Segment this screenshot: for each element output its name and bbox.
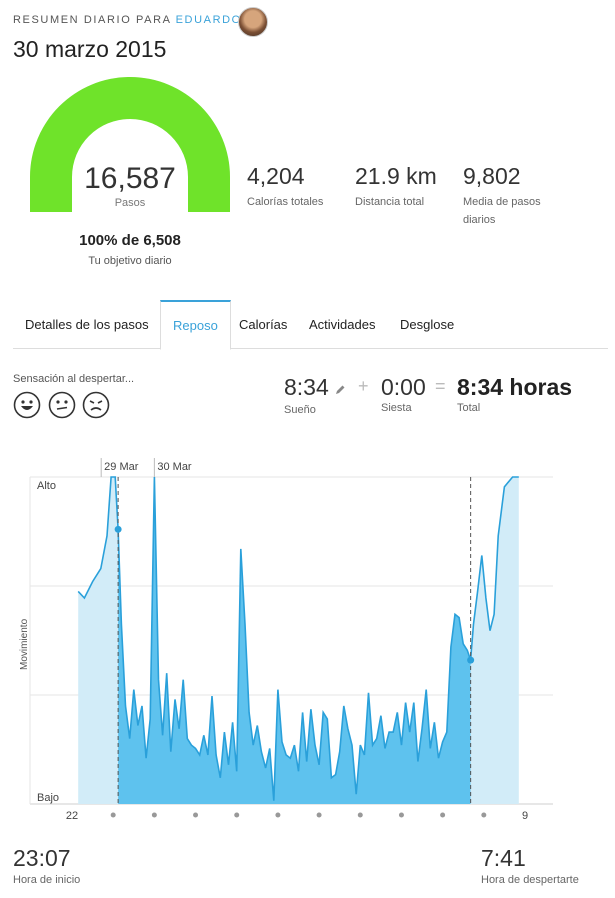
awake-area-after (470, 477, 519, 804)
x-tick-label: 9 (522, 810, 528, 822)
x-tick-dot (275, 812, 281, 818)
steps-gauge (30, 77, 230, 212)
wake-time-value: 7:41 (481, 845, 526, 871)
tab-calories[interactable]: Calorías (239, 317, 288, 332)
x-tick-dot (151, 812, 157, 818)
total-value: 8:34 horas (457, 374, 573, 400)
pencil-icon[interactable] (334, 384, 346, 396)
stat-value: 9,802 (463, 163, 521, 189)
wake-feeling-label: Sensación al despertar... (13, 373, 135, 385)
nap-value: 0:00 (381, 374, 426, 400)
stat-calories: 4,204 Calorías totales (247, 163, 323, 211)
date-label: 30 Mar (157, 461, 192, 473)
x-tick-label: 22 (66, 810, 78, 822)
x-tick-dot (440, 812, 446, 818)
start-time-value: 23:07 (13, 845, 71, 871)
stat-distance: 21.9 km Distancia total (355, 163, 437, 211)
start-time-label: Hora de inicio (13, 874, 81, 886)
steps-value: 16,587 (84, 162, 176, 195)
goal-label: Tu objetivo diario (88, 255, 172, 267)
gauge-fill (30, 77, 230, 212)
page-title-date: 30 marzo 2015 (13, 36, 167, 62)
sleep-area (118, 477, 471, 804)
sleep-movement-chart: 29 Mar 30 Mar Alto Bajo Movimiento 22 9 (19, 458, 553, 822)
stat-label: Calorías totales (247, 196, 324, 208)
y-bottom-label: Bajo (37, 792, 59, 804)
steps-unit: Pasos (114, 197, 146, 209)
tab-sleep[interactable]: Reposo (160, 300, 231, 350)
sleep-end-point (467, 656, 475, 664)
sad-face-icon[interactable] (82, 391, 110, 419)
tab-bar: Detalles de los pasos Reposo Calorías Ac… (13, 300, 608, 350)
equals-icon: = (435, 376, 446, 396)
stat-average-steps: 9,802 Media de pasos diarios (463, 163, 563, 229)
stat-value: 21.9 km (355, 163, 437, 189)
daily-summary-label: RESUMEN DIARIO PARA EDUARDO (13, 14, 242, 26)
x-tick-dot (193, 812, 199, 818)
nap-label: Siesta (381, 402, 412, 414)
x-tick-dot (316, 812, 322, 818)
tab-breakdown[interactable]: Desglose (400, 317, 455, 332)
sleep-label: Sueño (284, 404, 316, 416)
sleep-value: 8:34 (284, 374, 329, 400)
x-tick-dot (481, 812, 487, 818)
x-tick-dot (357, 812, 363, 818)
awake-area-before (78, 477, 119, 804)
date-label: 29 Mar (104, 461, 139, 473)
y-top-label: Alto (37, 480, 56, 492)
tab-step-details[interactable]: Detalles de los pasos (25, 317, 149, 332)
x-tick-dot (110, 812, 116, 818)
neutral-face-icon[interactable] (48, 391, 76, 419)
wake-time-label: Hora de despertarte (481, 874, 579, 886)
plus-icon: + (358, 376, 369, 396)
summary-title: RESUMEN DIARIO PARA (13, 14, 171, 26)
avatar[interactable] (238, 7, 268, 37)
x-tick-dot (398, 812, 404, 818)
total-label: Total (457, 402, 481, 414)
stat-label: Distancia total (355, 196, 425, 208)
sleep-start-point (114, 525, 122, 533)
stat-label: Media de pasos diarios (463, 196, 541, 226)
tab-activities[interactable]: Actividades (309, 317, 376, 332)
stat-value: 4,204 (247, 163, 305, 189)
goal-percentage: 100% de 6,508 (79, 232, 181, 249)
movement-line (77, 476, 519, 801)
user-name-link[interactable]: EDUARDO (175, 14, 242, 26)
y-axis-label: Movimiento (19, 618, 30, 670)
x-tick-dot (234, 812, 240, 818)
happy-face-icon[interactable] (13, 391, 41, 419)
